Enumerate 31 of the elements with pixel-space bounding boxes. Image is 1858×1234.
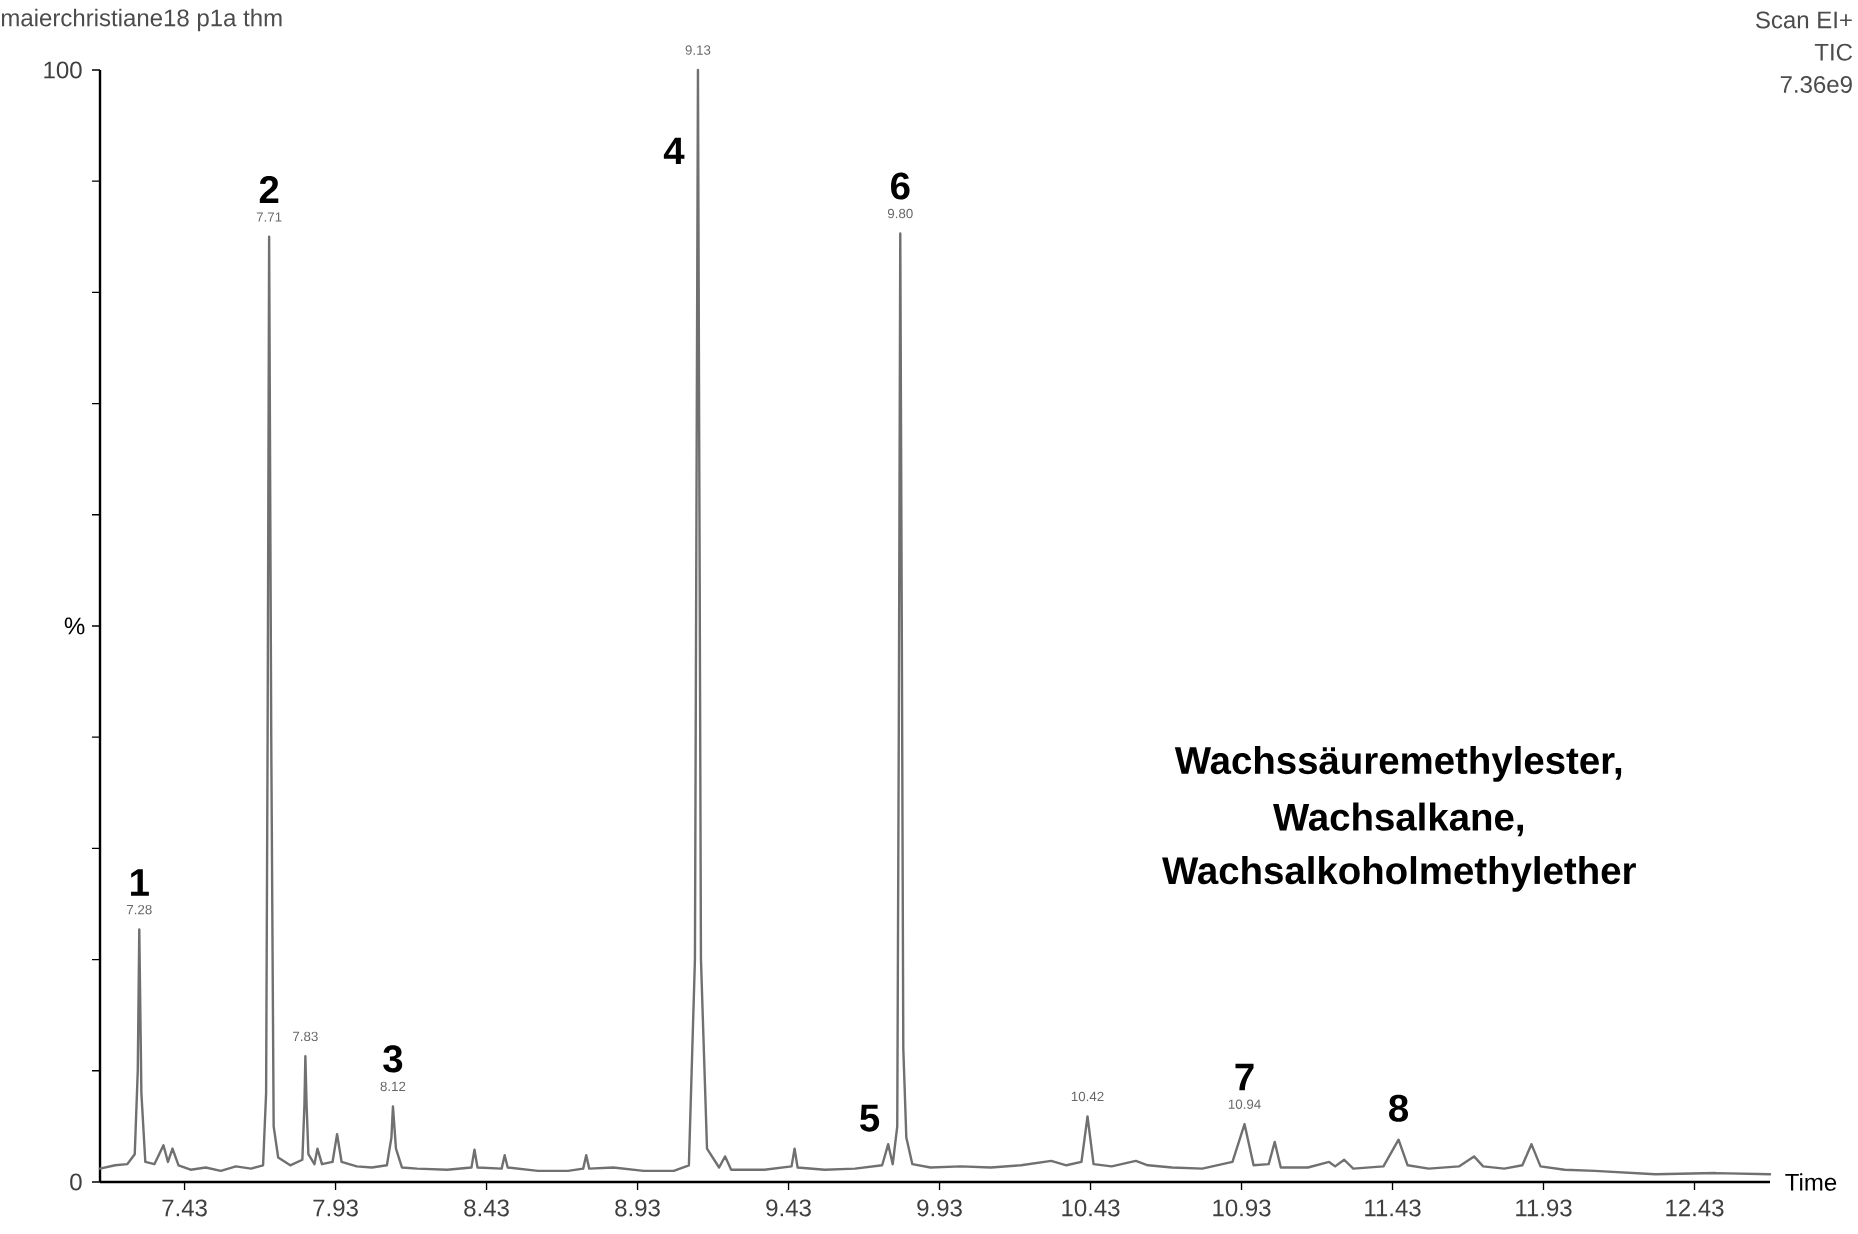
x-tick-label: 9.43 xyxy=(766,1199,811,1217)
x-tick-label: 8.43 xyxy=(464,1199,509,1217)
x-tick-label: 10.93 xyxy=(1213,1199,1271,1217)
x-tick-label: 7.43 xyxy=(162,1199,207,1217)
y-axis-title: % xyxy=(64,617,85,635)
x-tick-label: 8.93 xyxy=(615,1199,660,1217)
x-tick-label: 11.43 xyxy=(1365,1199,1421,1217)
annotation: 4 xyxy=(663,137,685,165)
annotation: 2 xyxy=(259,176,279,203)
text: 7.36e9 xyxy=(1780,75,1852,93)
x-tick-label: 11.93 xyxy=(1516,1199,1572,1217)
y-tick-label: 100 xyxy=(44,61,82,79)
x-tick-label: 10.43 xyxy=(1062,1199,1120,1217)
text: TIC xyxy=(1814,43,1853,61)
line-series xyxy=(98,68,1772,1176)
text: Scan EI+ xyxy=(1756,11,1852,29)
annotation: 6 xyxy=(891,172,910,200)
annotation: Wachsalkoholmethylether xyxy=(1162,856,1636,892)
x-tick-label: 12.43 xyxy=(1666,1199,1724,1217)
x-tick-label: 7.93 xyxy=(313,1199,358,1217)
x-axis-title: Time xyxy=(1785,1173,1837,1191)
annotation: 8 xyxy=(1389,1094,1409,1122)
annotation: 5 xyxy=(860,1104,880,1132)
y-tick-label: 0 xyxy=(70,1173,82,1191)
text: maierchristiane18 p1a thm xyxy=(1,8,282,32)
annotation: 7 xyxy=(1235,1063,1254,1091)
annotation: 1 xyxy=(131,869,149,896)
annotation: 3 xyxy=(383,1045,403,1073)
x-tick-label: 9.93 xyxy=(917,1199,962,1217)
annotation: Wachssäuremethylester, xyxy=(1174,745,1622,782)
annotation: Wachsalkane, xyxy=(1273,802,1523,837)
